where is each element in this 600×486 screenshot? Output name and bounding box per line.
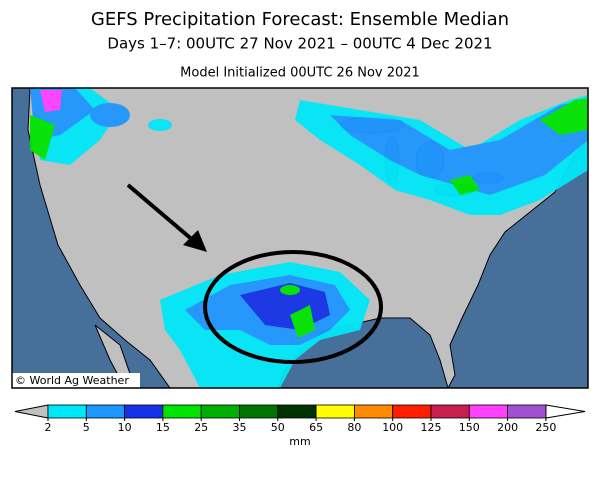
colorbar-tick-label: 80 xyxy=(347,421,361,434)
colorbar-tick-label: 35 xyxy=(233,421,247,434)
colorbar-segment xyxy=(468,404,508,419)
arrow-head xyxy=(183,230,207,252)
subtitle: Days 1–7: 00UTC 27 Nov 2021 – 00UTC 4 De… xyxy=(107,35,492,53)
colorbar-segment xyxy=(162,404,202,419)
precip-shading xyxy=(30,88,588,388)
colorbar-tick-label: 65 xyxy=(309,421,323,434)
credit-box xyxy=(12,373,140,388)
colorbar-segment xyxy=(47,404,87,419)
map-frame xyxy=(11,87,589,389)
colorbar-segment xyxy=(124,404,164,419)
colorbar-segment xyxy=(200,404,240,419)
colorbar-over xyxy=(545,404,586,419)
colorbar-tick-label: 50 xyxy=(271,421,285,434)
colorbar: 2 5 10 15 25 35 50 65 80 100 125 150 200 250 xyxy=(14,404,586,434)
colorbar-under xyxy=(14,404,49,419)
colorbar-tick-label: 25 xyxy=(194,421,208,434)
colorbar-segment xyxy=(392,404,432,419)
highlight-ellipse xyxy=(203,250,383,364)
baja xyxy=(94,324,136,388)
colorbar-segment xyxy=(85,404,126,419)
arrow-shaft xyxy=(126,183,197,244)
colorbar-tick-label: 200 xyxy=(497,421,518,434)
colorbar-tick-label: 250 xyxy=(535,421,556,434)
title: GEFS Precipitation Forecast: Ensemble Me… xyxy=(91,9,509,30)
colorbar-segment xyxy=(239,404,279,419)
colorbar-tick-label: 150 xyxy=(459,421,480,434)
colorbar-tick-label: 100 xyxy=(382,421,403,434)
colorbar-tick-label: 10 xyxy=(118,421,132,434)
credit: © World Ag Weather xyxy=(15,374,129,387)
colorbar-segment xyxy=(507,404,547,419)
colorbar-unit: mm xyxy=(289,435,310,448)
colorbar-segment xyxy=(315,404,355,419)
initialized: Model Initialized 00UTC 26 Nov 2021 xyxy=(180,66,420,81)
colorbar-tick-label: 5 xyxy=(83,421,90,434)
map: © World Ag Weather xyxy=(11,87,589,389)
colorbar-segment xyxy=(353,404,394,419)
colorbar-segment xyxy=(430,404,470,419)
colorbar-tick-label: 15 xyxy=(156,421,170,434)
colorbar-segment xyxy=(277,404,317,419)
colorbar-tick-label: 2 xyxy=(45,421,52,434)
colorbar-tick-label: 125 xyxy=(421,421,442,434)
